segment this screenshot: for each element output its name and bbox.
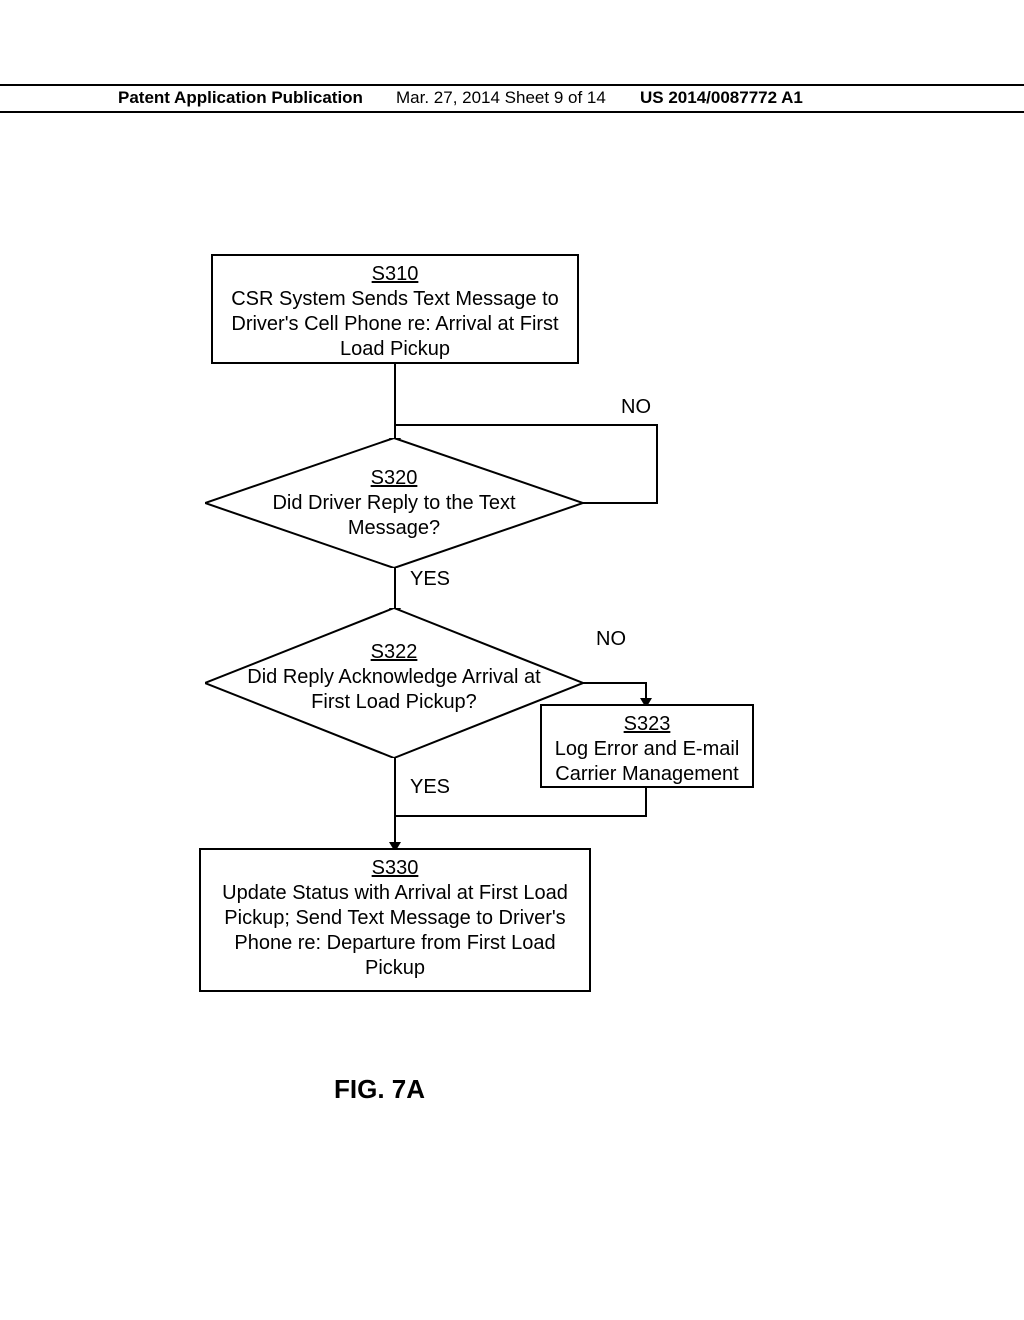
node-s320-textwrap: S320 Did Driver Reply to the Text Messag… [245, 466, 543, 541]
edge-s322-s330-v [394, 758, 396, 846]
node-s323-id: S323 [624, 713, 671, 735]
node-s310-id: S310 [372, 263, 419, 285]
node-s322-textwrap: S322 Did Reply Acknowledge Arrival at Fi… [243, 640, 545, 715]
figure-label: FIG. 7A [334, 1074, 425, 1105]
edge-s320-no-h2 [395, 424, 657, 426]
flowchart: S310 CSR System Sends Text Message to Dr… [0, 0, 1024, 1320]
edge-s322-no-h [583, 682, 647, 684]
node-s310-text: CSR System Sends Text Message to Driver'… [231, 288, 559, 360]
edge-s320-no-v [656, 424, 658, 504]
node-s320-text: Did Driver Reply to the Text Message? [272, 492, 515, 539]
edge-s320-no-h1 [583, 502, 658, 504]
label-s322-yes: YES [410, 776, 450, 799]
node-s323: S323 Log Error and E-mail Carrier Manage… [540, 704, 754, 788]
label-s322-no: NO [596, 628, 626, 651]
node-s330-text: Update Status with Arrival at First Load… [222, 882, 568, 979]
node-s310: S310 CSR System Sends Text Message to Dr… [211, 254, 579, 364]
node-s320-id: S320 [371, 467, 418, 489]
node-s322: S322 Did Reply Acknowledge Arrival at Fi… [205, 608, 583, 758]
node-s330-id: S330 [372, 857, 419, 879]
node-s320: S320 Did Driver Reply to the Text Messag… [205, 438, 583, 568]
label-s320-no: NO [621, 396, 651, 419]
edge-s320-s322 [394, 568, 396, 612]
edge-s323-left [395, 815, 647, 817]
node-s323-text: Log Error and E-mail Carrier Management [555, 738, 740, 785]
label-s320-yes: YES [410, 568, 450, 591]
node-s322-text: Did Reply Acknowledge Arrival at First L… [247, 666, 540, 713]
edge-s310-s320 [394, 364, 396, 442]
node-s330: S330 Update Status with Arrival at First… [199, 848, 591, 992]
node-s322-id: S322 [371, 641, 418, 663]
edge-s323-down [645, 788, 647, 816]
